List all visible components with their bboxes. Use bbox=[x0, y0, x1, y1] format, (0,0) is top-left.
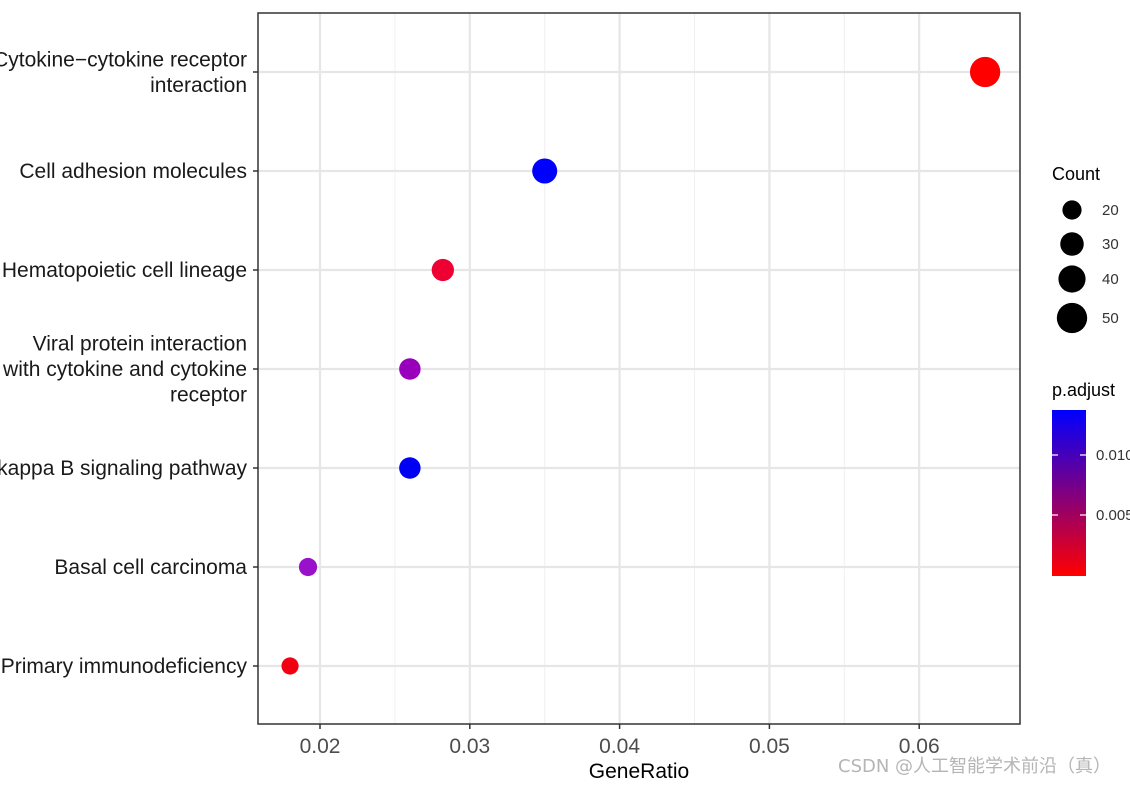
y-tick-label: Primary immunodeficiency bbox=[1, 655, 248, 678]
data-point bbox=[399, 457, 421, 479]
size-legend-key bbox=[1058, 265, 1086, 293]
data-point bbox=[532, 158, 558, 184]
size-legend-key bbox=[1056, 302, 1088, 334]
size-legend-title: Count bbox=[1052, 164, 1100, 184]
size-legend-label: 30 bbox=[1102, 236, 1119, 253]
data-point bbox=[298, 557, 318, 577]
size-legend-label: 40 bbox=[1102, 271, 1119, 288]
y-tick-label: Cytokine−cytokine receptor interaction bbox=[0, 48, 247, 97]
y-tick-label: NF-kappa B signaling pathway bbox=[0, 457, 247, 480]
watermark: CSDN @人工智能学术前沿（真） bbox=[838, 756, 1111, 777]
y-tick-label: Viral protein interaction with cytokine a… bbox=[2, 333, 247, 407]
size-legend-key bbox=[1060, 232, 1084, 256]
size-legend-label: 20 bbox=[1102, 202, 1119, 219]
color-legend-label: 0.005 bbox=[1096, 507, 1130, 524]
color-legend-title: p.adjust bbox=[1052, 380, 1115, 400]
color-legend: p.adjust 0.010 0.005 bbox=[1052, 380, 1130, 576]
data-point bbox=[399, 358, 421, 380]
y-tick-label: Basal cell carcinoma bbox=[54, 556, 247, 579]
x-tick-label: 0.02 bbox=[300, 735, 341, 758]
x-axis-title: GeneRatio bbox=[589, 760, 689, 783]
data-point bbox=[969, 56, 1001, 88]
x-tick-label: 0.06 bbox=[899, 735, 940, 758]
size-legend: Count 20 30 40 50 bbox=[1052, 164, 1119, 334]
color-legend-label: 0.010 bbox=[1096, 447, 1130, 464]
color-legend-bar bbox=[1052, 410, 1086, 576]
size-legend-key bbox=[1062, 200, 1082, 220]
y-axis: Cytokine−cytokine receptor interaction Cel… bbox=[0, 48, 258, 678]
data-point bbox=[281, 657, 299, 675]
data-point bbox=[431, 258, 454, 282]
x-tick-label: 0.03 bbox=[449, 735, 490, 758]
x-tick-label: 0.04 bbox=[599, 735, 640, 758]
grid-lines bbox=[258, 13, 1020, 724]
x-axis: 0.02 0.03 0.04 0.05 0.06 bbox=[300, 724, 940, 758]
size-legend-label: 50 bbox=[1102, 310, 1119, 327]
y-tick-label: Hematopoietic cell lineage bbox=[2, 259, 247, 282]
x-tick-label: 0.05 bbox=[749, 735, 790, 758]
data-points bbox=[281, 56, 1001, 675]
y-tick-label: Cell adhesion molecules bbox=[19, 160, 247, 183]
